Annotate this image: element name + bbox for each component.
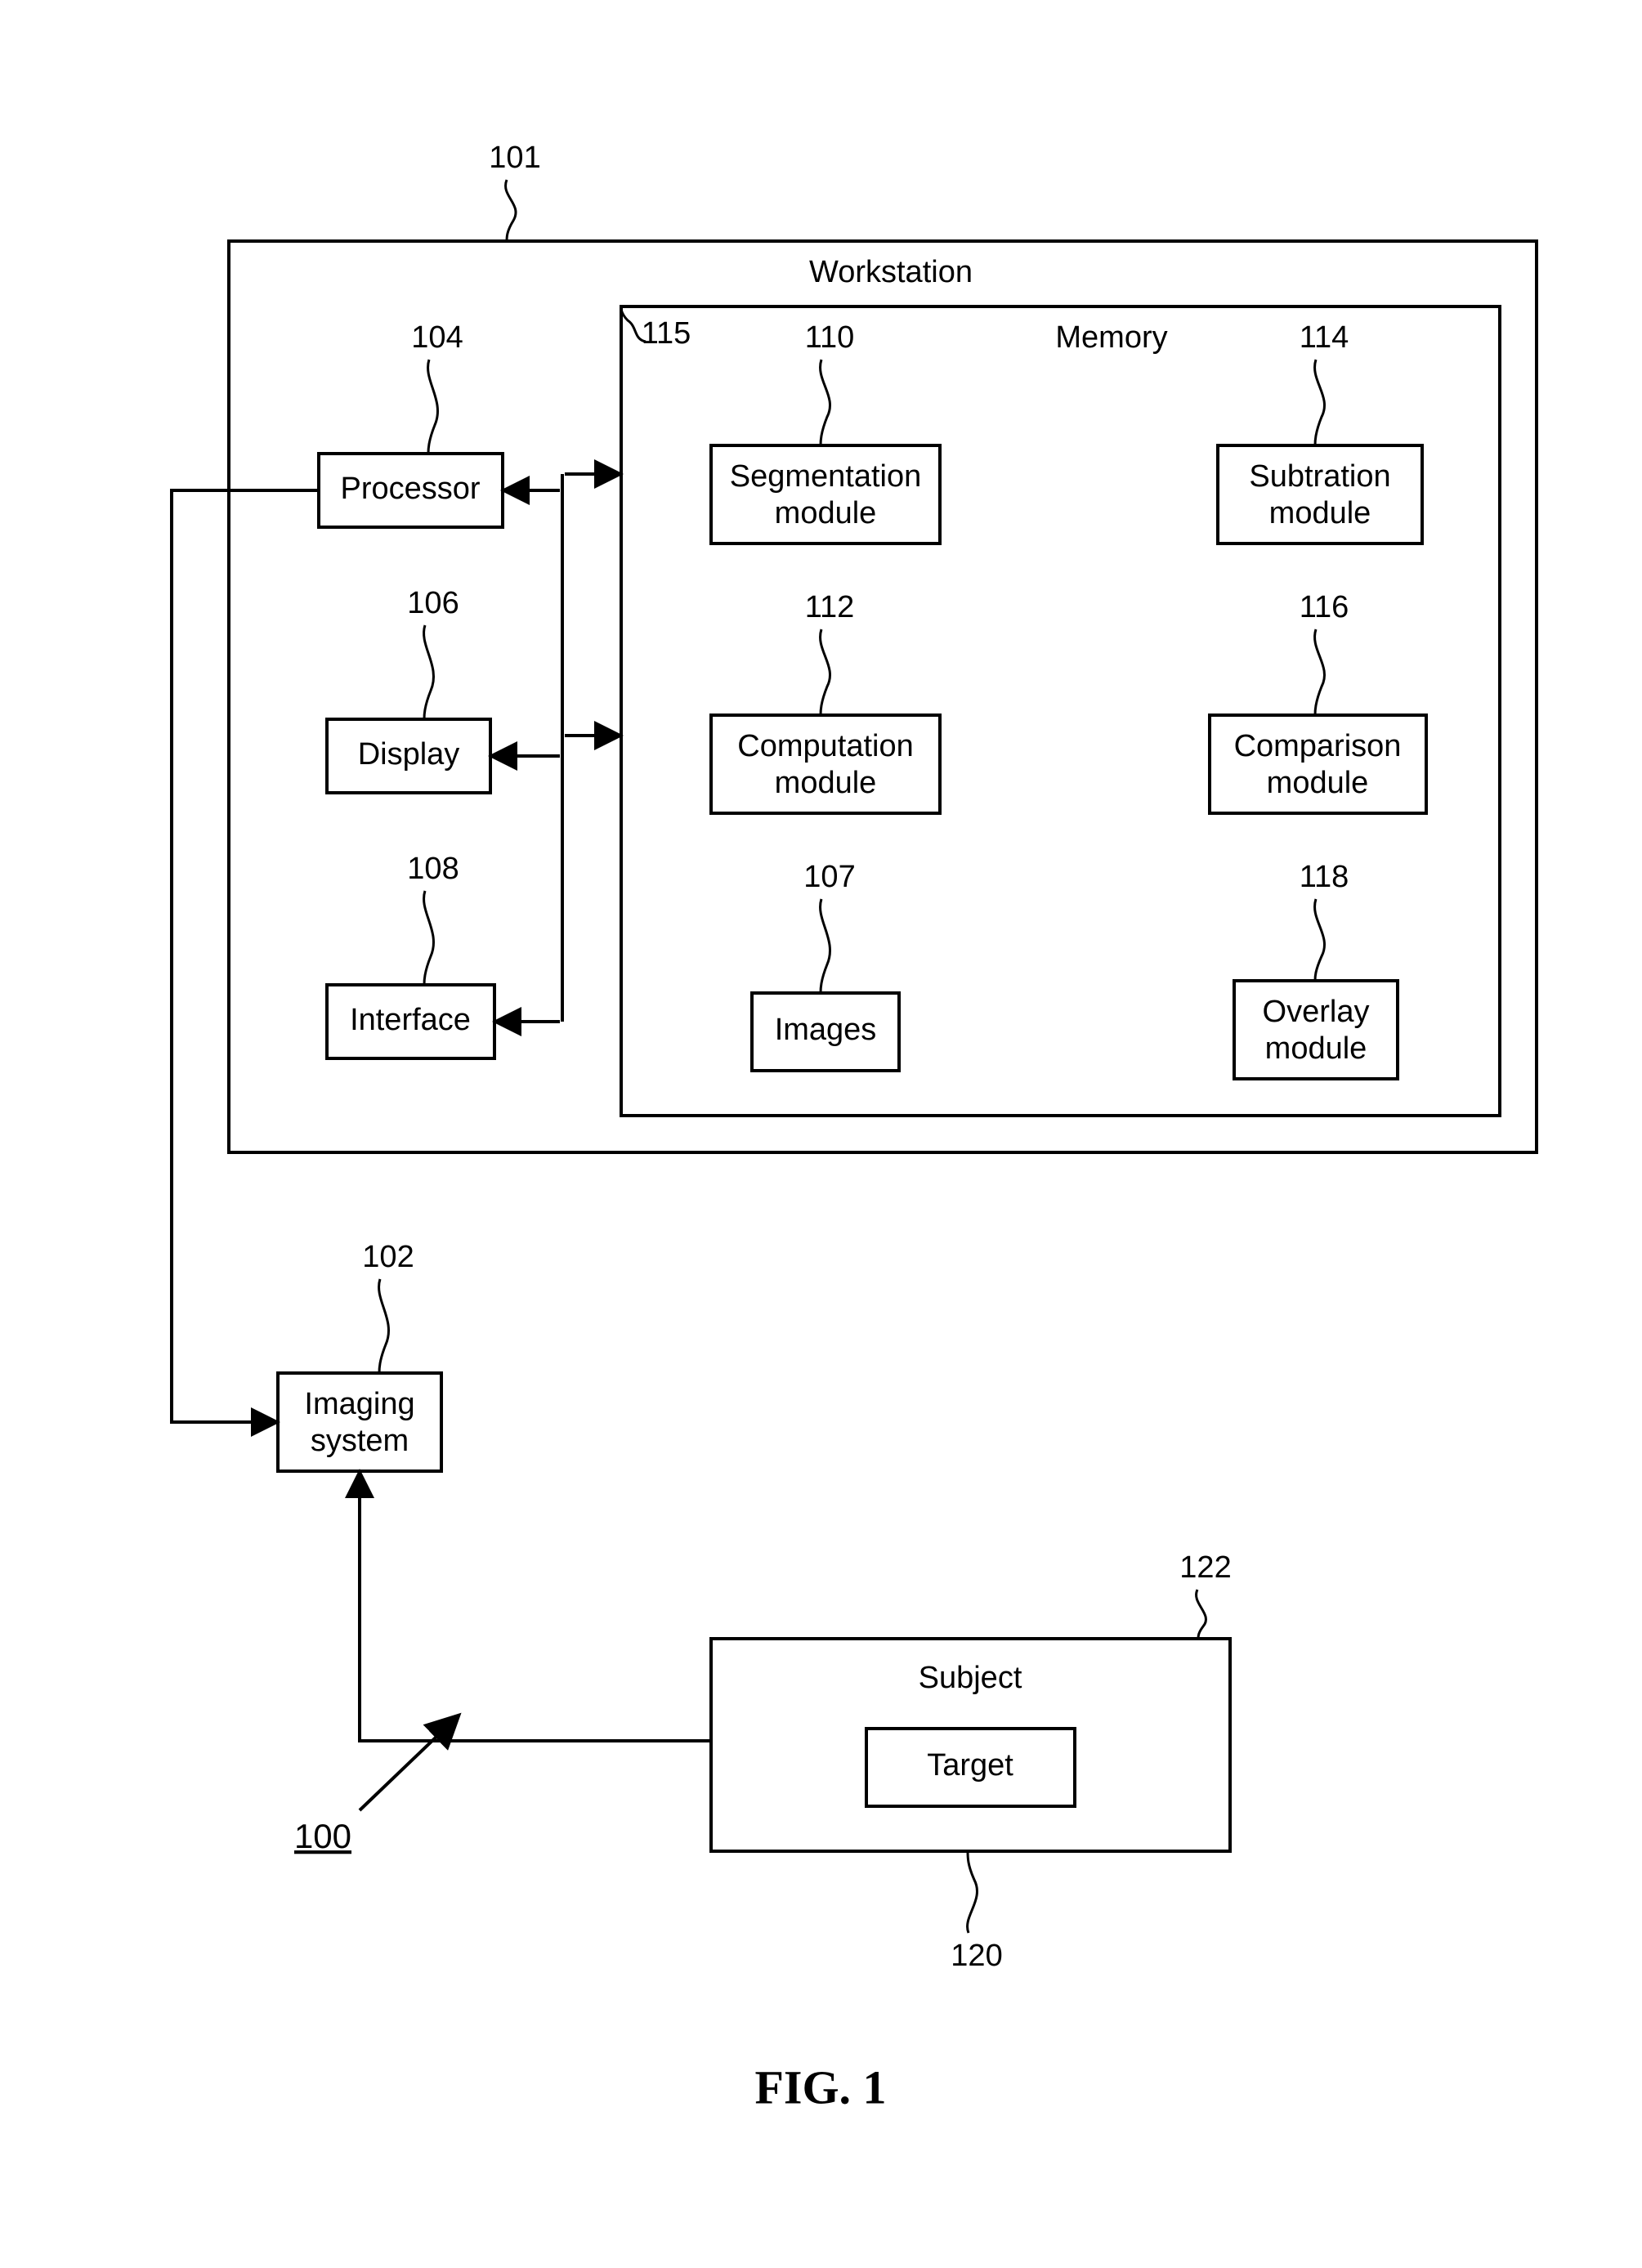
images-ref: 107 [803, 860, 855, 894]
memory-ref: 115 [642, 316, 691, 351]
imaging-block: Imaging system 102 [278, 1240, 441, 1471]
figure-svg: Workstation 101 Memory 115 Processor 104… [0, 0, 1642, 2268]
workstation-ref-squiggle [506, 180, 516, 241]
subtraction-label2: module [1269, 496, 1371, 530]
imaging-ref-squiggle [379, 1279, 389, 1373]
computation-label1: Computation [737, 729, 913, 763]
subtraction-ref: 114 [1300, 320, 1349, 355]
segmentation-ref: 110 [805, 320, 855, 355]
overlay-ref: 118 [1300, 860, 1349, 894]
system-ref-arrow [360, 1716, 458, 1810]
subject-ref: 122 [1179, 1550, 1231, 1585]
imaging-label1: Imaging [304, 1387, 414, 1421]
subject-label: Subject [919, 1661, 1022, 1695]
comparison-label1: Comparison [1234, 729, 1402, 763]
interface-ref: 108 [407, 852, 459, 886]
segmentation-label2: module [775, 496, 877, 530]
workstation-ref: 101 [489, 141, 540, 175]
processor-label: Processor [340, 472, 480, 506]
display-label: Display [358, 737, 460, 772]
comparison-ref: 116 [1300, 590, 1349, 624]
target-ref-squiggle [968, 1851, 978, 1933]
target-label: Target [927, 1748, 1013, 1783]
overlay-label1: Overlay [1263, 995, 1370, 1029]
imaging-label2: system [311, 1424, 409, 1458]
imaging-ref: 102 [362, 1240, 414, 1274]
segmentation-label1: Segmentation [730, 459, 922, 494]
interface-label: Interface [350, 1003, 471, 1037]
workstation-label: Workstation [809, 255, 973, 289]
images-label: Images [775, 1013, 877, 1047]
processor-ref: 104 [411, 320, 463, 355]
overlay-label2: module [1265, 1031, 1367, 1066]
computation-ref: 112 [805, 590, 855, 624]
comparison-label2: module [1267, 766, 1369, 800]
figure-caption: FIG. 1 [754, 2060, 886, 2114]
system-ref: 100 [294, 1716, 458, 1855]
subject-ref-squiggle [1197, 1590, 1206, 1639]
display-ref: 106 [407, 586, 459, 620]
target-ref: 120 [951, 1939, 1002, 1973]
subtraction-label1: Subtration [1249, 459, 1390, 494]
system-ref-number: 100 [294, 1817, 351, 1855]
memory-label: Memory [1055, 320, 1167, 355]
computation-label2: module [775, 766, 877, 800]
